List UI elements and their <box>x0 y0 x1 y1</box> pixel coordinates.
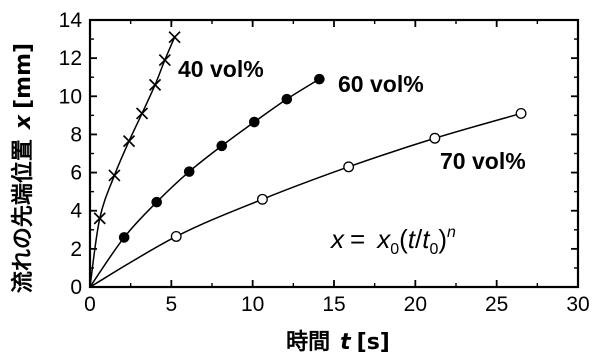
data-point-40-vol <box>168 31 181 44</box>
series-label-40: 40 vol% <box>178 56 264 82</box>
x-axis-title-var: t <box>340 330 352 355</box>
formula-close: ) <box>438 224 447 254</box>
formula-x0: x <box>375 224 391 254</box>
data-point-stroke <box>158 53 171 67</box>
series-line-40-vol <box>89 36 176 288</box>
data-point-40-vol <box>108 169 121 182</box>
formula-x0-sub: 0 <box>390 241 399 258</box>
data-point-stroke <box>93 212 106 225</box>
x-tick-label: 30 <box>566 293 589 316</box>
y-tick-label: 10 <box>59 85 82 108</box>
formula-open: ( <box>399 224 408 254</box>
formula-slash: / <box>415 224 423 254</box>
y-tick-label: 2 <box>70 238 82 261</box>
data-point-60-vol <box>248 116 260 128</box>
series-layer <box>89 31 527 288</box>
y-axis-title-text: 流れの先端位置 <box>10 139 36 293</box>
y-tick-label: 14 <box>59 9 83 32</box>
data-point-60-vol <box>118 232 130 243</box>
data-point-stroke <box>108 169 121 182</box>
data-point-stroke <box>122 135 136 148</box>
data-point-60-vol <box>281 93 293 105</box>
data-point-60-vol <box>314 73 325 85</box>
data-point-40-vol <box>148 78 162 91</box>
data-point-70-vol <box>256 193 268 205</box>
series-line-70-vol <box>89 112 522 288</box>
series-label-60: 60 vol% <box>338 71 424 97</box>
data-point-70-vol <box>170 231 182 242</box>
y-axis-title: 流れの先端位置 x [mm] <box>10 43 36 293</box>
formula-t: t <box>408 224 417 254</box>
x-axis-title: 時間 t [s] <box>286 330 390 355</box>
y-tick-label: 8 <box>70 123 82 146</box>
data-point-40-vol <box>135 107 149 120</box>
data-point-40-vol <box>122 135 136 148</box>
data-point-70-vol <box>429 132 441 144</box>
formula-t0: t <box>422 224 431 254</box>
data-point-stroke <box>135 107 149 120</box>
data-point-70-vol <box>343 161 355 173</box>
data-point-60-vol <box>151 196 162 208</box>
data-point-60-vol <box>183 166 195 177</box>
data-point-60-vol <box>216 140 228 152</box>
formula-exp: n <box>447 224 456 241</box>
x-tick-label: 25 <box>485 293 508 316</box>
x-tick-label: 15 <box>322 293 345 316</box>
x-tick-label: 20 <box>404 293 427 316</box>
y-tick-label: 4 <box>70 200 82 223</box>
data-point-stroke <box>148 78 162 91</box>
y-tick-label: 6 <box>70 162 82 185</box>
y-tick-label: 0 <box>70 276 82 299</box>
y-axis-title-var: x <box>11 114 36 130</box>
data-point-40-vol <box>158 53 171 67</box>
formula-lhs: x <box>329 224 345 254</box>
ticks-layer: 0 5 10 15 20 25 30 0 2 4 6 8 10 12 14 <box>59 9 590 316</box>
data-point-40-vol <box>93 212 106 225</box>
formula: x = x0(t/t0)n <box>329 224 456 258</box>
x-tick-label: 10 <box>241 293 264 316</box>
x-axis-title-unit: [s] <box>357 330 390 355</box>
formula-t0-sub: 0 <box>429 241 438 258</box>
data-point-stroke <box>168 31 181 44</box>
series-label-70: 70 vol% <box>440 148 526 174</box>
x-tick-label: 0 <box>84 293 96 316</box>
x-axis-title-text: 時間 <box>286 330 330 355</box>
formula-eq: = <box>350 224 365 254</box>
y-tick-label: 12 <box>59 47 82 70</box>
x-tick-label: 5 <box>165 293 177 316</box>
y-axis-title-unit: [mm] <box>11 43 36 109</box>
series-line-60-vol <box>89 78 320 288</box>
data-point-70-vol <box>515 107 527 119</box>
